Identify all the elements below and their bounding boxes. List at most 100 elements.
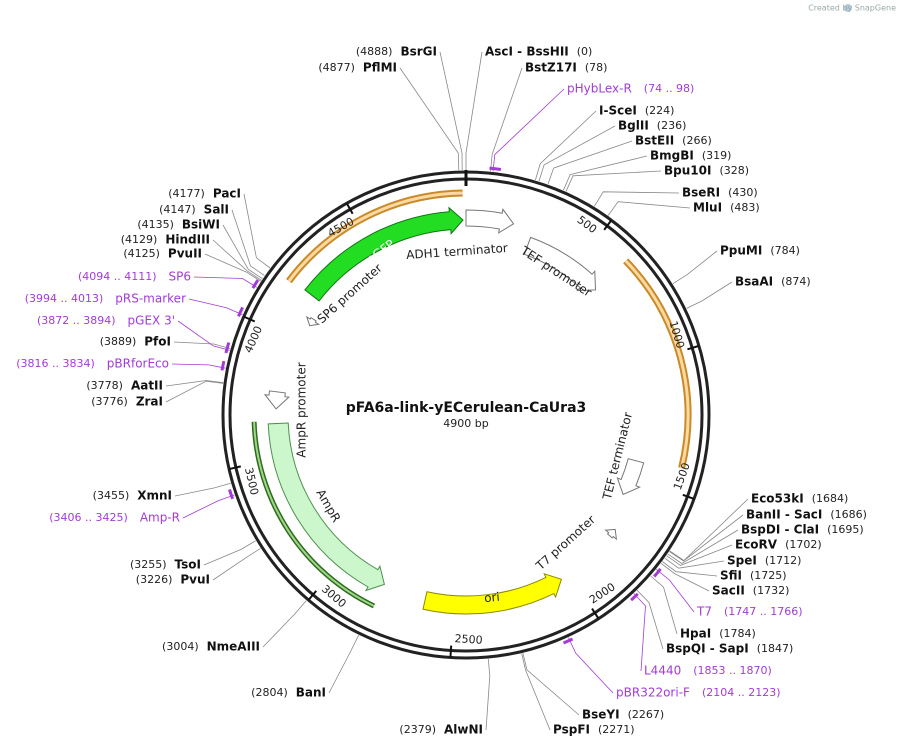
site-position: (4094 .. 4111) xyxy=(78,270,157,283)
connector xyxy=(465,51,483,170)
connector xyxy=(660,562,710,592)
site-name: HindIII xyxy=(165,233,210,247)
site-position: (4177) xyxy=(168,187,205,200)
connector xyxy=(547,140,633,185)
primer-mark xyxy=(228,489,235,500)
site-name: PpuMI xyxy=(720,244,762,258)
region-arc xyxy=(287,191,463,283)
primer-mark xyxy=(562,637,574,645)
primer-mark xyxy=(251,279,260,289)
connector xyxy=(492,88,565,172)
site-name: BstEII xyxy=(635,134,674,148)
connector xyxy=(328,635,359,694)
connector xyxy=(666,544,733,566)
site-position: (3994 .. 4013) xyxy=(25,292,104,305)
feature-arrow xyxy=(604,528,618,541)
connector xyxy=(672,250,718,285)
site-name: MluI xyxy=(693,201,722,215)
feature-label: ori xyxy=(483,590,500,606)
site-position: (2104 .. 2123) xyxy=(702,686,781,699)
site-position: (2267) xyxy=(628,708,665,721)
site-position: (74 .. 98) xyxy=(644,82,695,95)
site-position: (1853 .. 1870) xyxy=(693,664,772,677)
site-name: SpeI xyxy=(727,554,757,568)
connector xyxy=(593,191,680,207)
site-position: (430) xyxy=(728,186,758,199)
site-name: Bpu10I xyxy=(664,164,711,178)
site-name: AlwNI xyxy=(444,723,483,737)
tick-mark xyxy=(603,219,613,231)
site-position: (483) xyxy=(730,201,760,214)
connector xyxy=(203,540,256,566)
site-position: (0) xyxy=(577,45,593,58)
site-position: (4877) xyxy=(318,61,355,74)
connector xyxy=(165,380,224,403)
site-name: SalI xyxy=(204,203,229,217)
plasmid-size: 4900 bp xyxy=(443,417,488,430)
site-name: BsrGI xyxy=(400,45,437,59)
site-position: (4888) xyxy=(356,45,393,58)
connector xyxy=(563,155,648,191)
connector xyxy=(633,593,646,672)
site-name: AatII xyxy=(131,379,163,393)
connector xyxy=(607,201,691,216)
site-position: (1784) xyxy=(719,627,756,640)
feature-arrow xyxy=(523,236,597,292)
site-name: ZraI xyxy=(136,395,163,409)
site-name: BseYI xyxy=(582,708,620,722)
site-position: (2379) xyxy=(399,723,436,736)
tick-mark xyxy=(243,315,256,323)
site-position: (1847) xyxy=(757,642,794,655)
site-name: pGEX 3' xyxy=(128,314,175,328)
site-name: PvuI xyxy=(180,573,210,587)
connector xyxy=(188,298,243,316)
connector xyxy=(664,557,725,569)
connector xyxy=(439,51,463,171)
site-position: (3255) xyxy=(130,558,167,571)
site-position: (4129) xyxy=(121,233,158,246)
site-position: (224) xyxy=(645,104,675,117)
connector xyxy=(662,561,718,577)
site-name: PacI xyxy=(213,187,241,201)
site-name: XmnI xyxy=(137,489,172,503)
primer-mark xyxy=(220,360,226,371)
site-position: (2271) xyxy=(598,723,635,736)
site-name: BmgBI xyxy=(650,149,694,163)
site-name: pBRforEco xyxy=(107,357,169,371)
site-name: TsoI xyxy=(175,558,201,572)
site-name: BspDI - ClaI xyxy=(741,523,819,537)
connector xyxy=(565,170,662,192)
connector xyxy=(399,67,460,171)
site-position: (3778) xyxy=(86,379,123,392)
site-name: SfiI xyxy=(720,569,742,583)
primer-mark xyxy=(653,567,662,578)
connector xyxy=(535,110,597,181)
site-name: Eco53kI xyxy=(751,492,804,506)
site-name: AscI - BssHII xyxy=(485,45,569,59)
connector xyxy=(212,548,261,581)
site-position: (3455) xyxy=(93,489,130,502)
tick-mark xyxy=(307,590,318,601)
tick-mark xyxy=(228,465,242,471)
site-name: PflMI xyxy=(363,61,397,75)
feature-arrow xyxy=(305,315,321,327)
site-name: PvuII xyxy=(168,247,202,261)
site-position: (874) xyxy=(781,275,811,288)
site-position: (236) xyxy=(657,119,687,132)
connector xyxy=(538,125,616,182)
site-position: (266) xyxy=(682,134,712,147)
feature-arrow xyxy=(267,422,385,592)
site-name: Amp-R xyxy=(140,511,180,525)
primer-mark xyxy=(224,342,231,354)
connector xyxy=(171,363,226,369)
tick-mark xyxy=(449,645,453,658)
site-name: BanII - SacI xyxy=(746,508,822,522)
primer-mark xyxy=(630,592,639,602)
site-position: (4147) xyxy=(159,203,196,216)
plasmid-name: pFA6a-link-yECerulean-CaUra3 xyxy=(346,400,587,416)
connector xyxy=(165,380,224,387)
site-position: (784) xyxy=(770,244,800,257)
feature-label: AmpR promoter xyxy=(295,362,309,457)
tick-mark xyxy=(682,493,695,500)
